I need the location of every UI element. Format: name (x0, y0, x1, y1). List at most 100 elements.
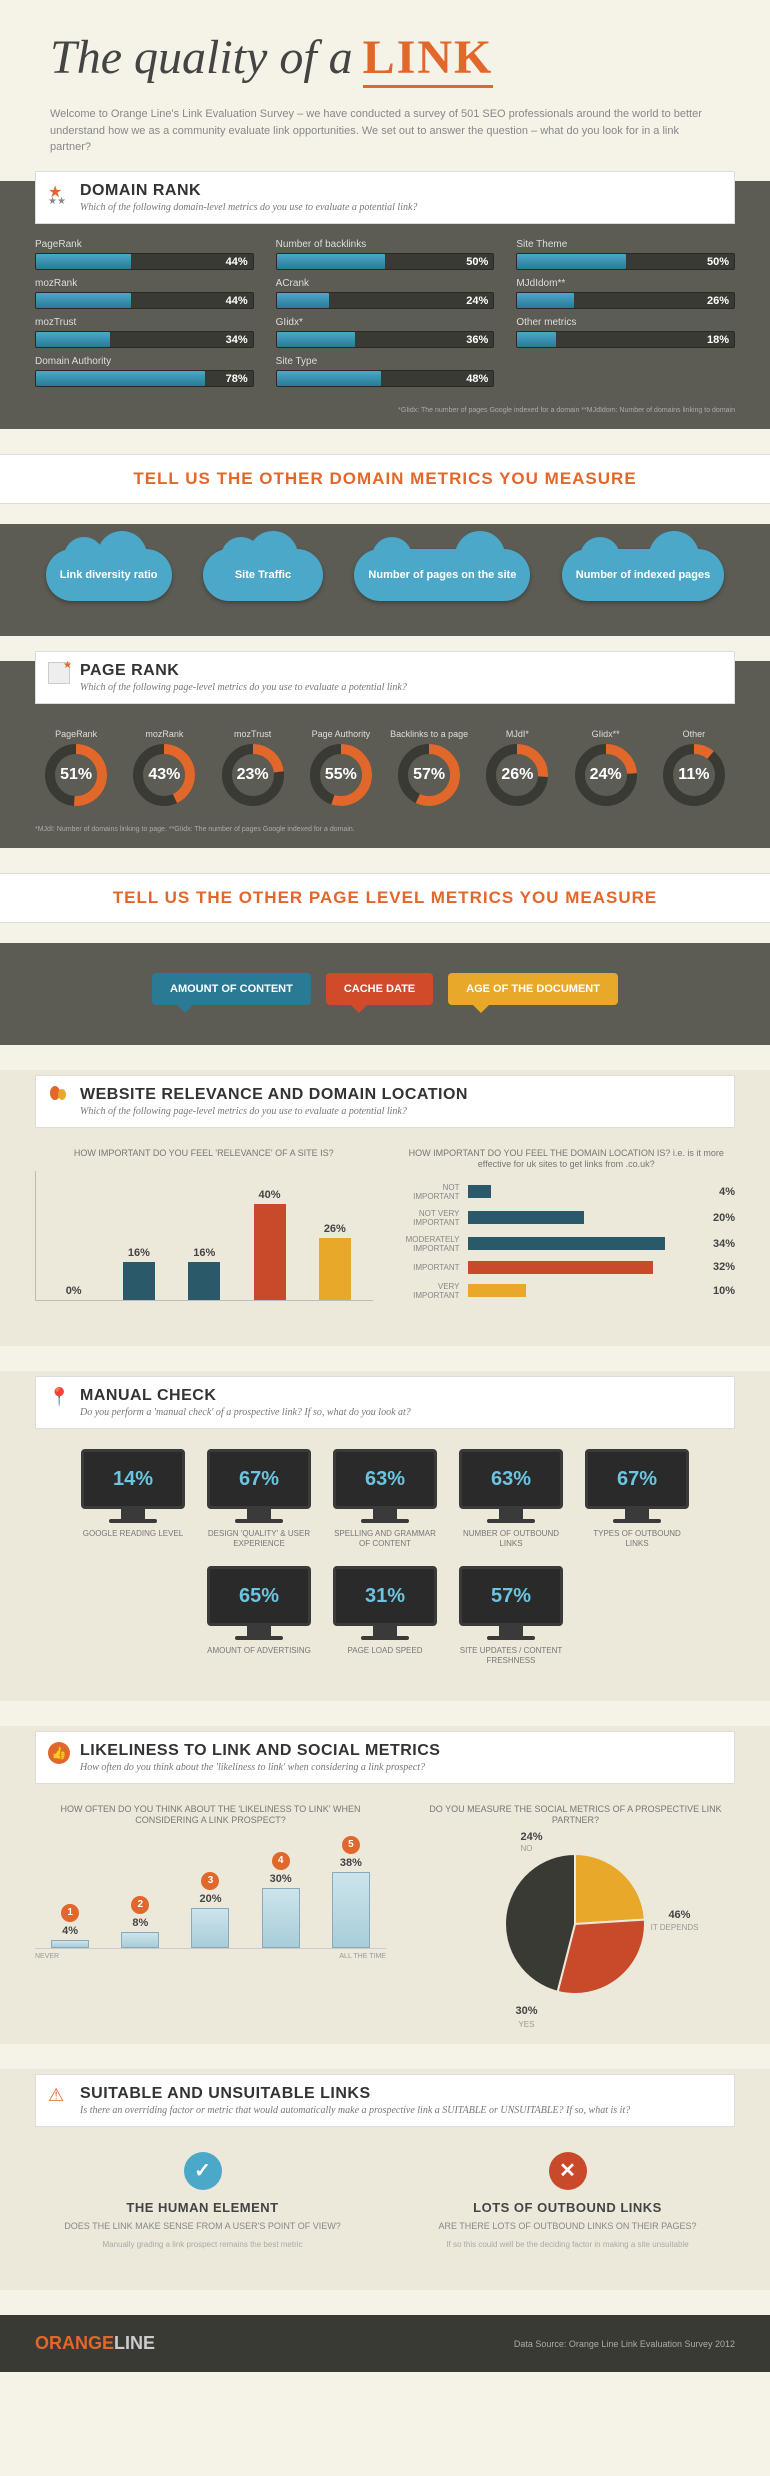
likeliness-bars-col: HOW OFTEN DO YOU THINK ABOUT THE 'LIKELI… (35, 1794, 386, 2019)
domain-bar: MJdIdom** 26% (516, 278, 735, 309)
bar-label: Number of backlinks (276, 239, 495, 250)
suitable-left-col: ✓ THE HUMAN ELEMENT DOES THE LINK MAKE S… (35, 2152, 370, 2250)
donut-label: GIidx** (565, 719, 647, 739)
bar-fill (517, 332, 556, 347)
like-fill (332, 1872, 370, 1948)
monitor-item: 63% NUMBER OF OUTBOUND LINKS (459, 1449, 563, 1548)
monitor-item: 57% SITE UPDATES / CONTENT FRESHNESS (459, 1566, 563, 1665)
bar-fill (277, 293, 329, 308)
monitor-screen: 67% (207, 1449, 311, 1509)
bar-track: 78% (35, 370, 254, 387)
like-fill (191, 1908, 229, 1948)
bar-pct: 44% (226, 293, 248, 310)
suitable-sub: Is there an overriding factor or metric … (80, 2105, 630, 2116)
hbar-value: 20% (713, 1212, 735, 1224)
bar-pct: 26% (707, 293, 729, 310)
bar-fill (36, 254, 131, 269)
bar-fill (36, 371, 205, 386)
page-footnote: *MJdI: Number of domains linking to page… (0, 826, 770, 848)
hbar-row: IMPORTANT 32% (398, 1261, 736, 1274)
like-value: 4% (51, 1925, 89, 1937)
title-prefix: The quality of a (50, 30, 353, 85)
suitable-right-col: ✕ LOTS OF OUTBOUND LINKS ARE THERE LOTS … (400, 2152, 735, 2250)
domain-bar: ACrank 24% (276, 278, 495, 309)
bar-pct: 24% (466, 293, 488, 310)
bar-label: Other metrics (516, 317, 735, 328)
warn-icon: ⚠ (48, 2085, 70, 2107)
monitor-stand (625, 1509, 649, 1519)
bar-fill (277, 371, 381, 386)
vbar-fill (188, 1262, 220, 1300)
monitor-stand (499, 1626, 523, 1636)
bar-track: 34% (35, 331, 254, 348)
donut-item: mozTrust 23% (212, 719, 294, 806)
monitor-screen: 57% (459, 1566, 563, 1626)
likeliness-sub: How often do you think about the 'likeli… (80, 1762, 440, 1773)
like-value: 20% (191, 1893, 229, 1905)
like-value: 8% (121, 1917, 159, 1929)
suit-left-q: DOES THE LINK MAKE SENSE FROM A USER'S P… (35, 2221, 370, 2231)
vbar-value: 16% (193, 1247, 215, 1259)
hbar-fill (468, 1211, 584, 1224)
bar-pct: 44% (226, 254, 248, 271)
donut-chart: 57% (398, 744, 460, 806)
logo-line: LINE (114, 2333, 155, 2353)
bar-fill (36, 293, 131, 308)
relevance-header: WEBSITE RELEVANCE AND DOMAIN LOCATION Wh… (35, 1075, 735, 1128)
likeliness-section: 👍 LIKELINESS TO LINK AND SOCIAL METRICS … (0, 1726, 770, 2044)
like-fill (121, 1932, 159, 1948)
cloud-item: Number of indexed pages (562, 549, 724, 601)
vbar-item: 0% (58, 1285, 90, 1300)
donut-pct: 43% (133, 744, 195, 806)
bar-track: 26% (516, 292, 735, 309)
pie-label: 30% (515, 2005, 537, 2017)
bar-pct: 50% (707, 254, 729, 271)
banner1-text: TELL US THE OTHER DOMAIN METRICS YOU MEA… (0, 469, 770, 489)
domain-bar: mozRank 44% (35, 278, 254, 309)
manual-header: 📍 MANUAL CHECK Do you perform a 'manual … (35, 1376, 735, 1429)
relevance-vbar-col: HOW IMPORTANT DO YOU FEEL 'RELEVANCE' OF… (35, 1138, 373, 1322)
domain-bars-grid: PageRank 44% Number of backlinks 50% Sit… (0, 234, 770, 407)
bar-fill (517, 293, 573, 308)
monitor-label: GOOGLE READING LEVEL (81, 1529, 185, 1539)
hbar-track (468, 1185, 707, 1198)
bubbles-row: AMOUNT OF CONTENTCACHE DATEAGE OF THE DO… (0, 943, 770, 1045)
hbar-label: IMPORTANT (398, 1263, 460, 1272)
pie-label: NO (520, 1844, 532, 1853)
vbar-value: 40% (259, 1189, 281, 1201)
bar-fill (277, 332, 355, 347)
like-fill (51, 1940, 89, 1948)
vbar-fill (123, 1262, 155, 1300)
page-rank-heading: PAGE RANK (80, 662, 407, 680)
suitable-section: ⚠ SUITABLE AND UNSUITABLE LINKS Is there… (0, 2069, 770, 2290)
hbar-title: HOW IMPORTANT DO YOU FEEL THE DOMAIN LOC… (398, 1148, 736, 1171)
likeliness-header: 👍 LIKELINESS TO LINK AND SOCIAL METRICS … (35, 1731, 735, 1784)
speech-bubble: AGE OF THE DOCUMENT (448, 973, 618, 1005)
vbar-chart: 0% 16% 16% 40% 26% (35, 1171, 373, 1301)
donut-label: MJdI* (476, 719, 558, 739)
banner2-text: TELL US THE OTHER PAGE LEVEL METRICS YOU… (0, 888, 770, 908)
likeliness-pie-col: DO YOU MEASURE THE SOCIAL METRICS OF A P… (416, 1794, 735, 2019)
hbar-fill (468, 1237, 666, 1250)
domain-bar: mozTrust 34% (35, 317, 254, 348)
like-rank-num: 5 (342, 1836, 360, 1854)
monitor-base (361, 1636, 409, 1640)
donut-item: GIidx** 24% (565, 719, 647, 806)
bar-fill (277, 254, 385, 269)
bar-track: 44% (35, 292, 254, 309)
title-row: The quality of a LINK (50, 30, 720, 88)
donut-chart: 24% (575, 744, 637, 806)
monitor-base (487, 1519, 535, 1523)
monitors-grid: 14% GOOGLE READING LEVEL67% DESIGN 'QUAL… (35, 1439, 735, 1675)
hbar-value: 34% (713, 1238, 735, 1250)
hbar-chart: NOT IMPORTANT 4%NOT VERY IMPORTANT 20%MO… (398, 1183, 736, 1300)
vbar-value: 16% (128, 1247, 150, 1259)
hbar-value: 4% (719, 1186, 735, 1198)
bar-label: GIidx* (276, 317, 495, 328)
domain-bar: PageRank 44% (35, 239, 254, 270)
banner-other-domain: TELL US THE OTHER DOMAIN METRICS YOU MEA… (0, 454, 770, 504)
suit-right-q: ARE THERE LOTS OF OUTBOUND LINKS ON THEI… (400, 2221, 735, 2231)
cloud-item: Site Traffic (203, 549, 323, 601)
banner-other-page: TELL US THE OTHER PAGE LEVEL METRICS YOU… (0, 873, 770, 923)
donut-item: Page Authority 55% (300, 719, 382, 806)
